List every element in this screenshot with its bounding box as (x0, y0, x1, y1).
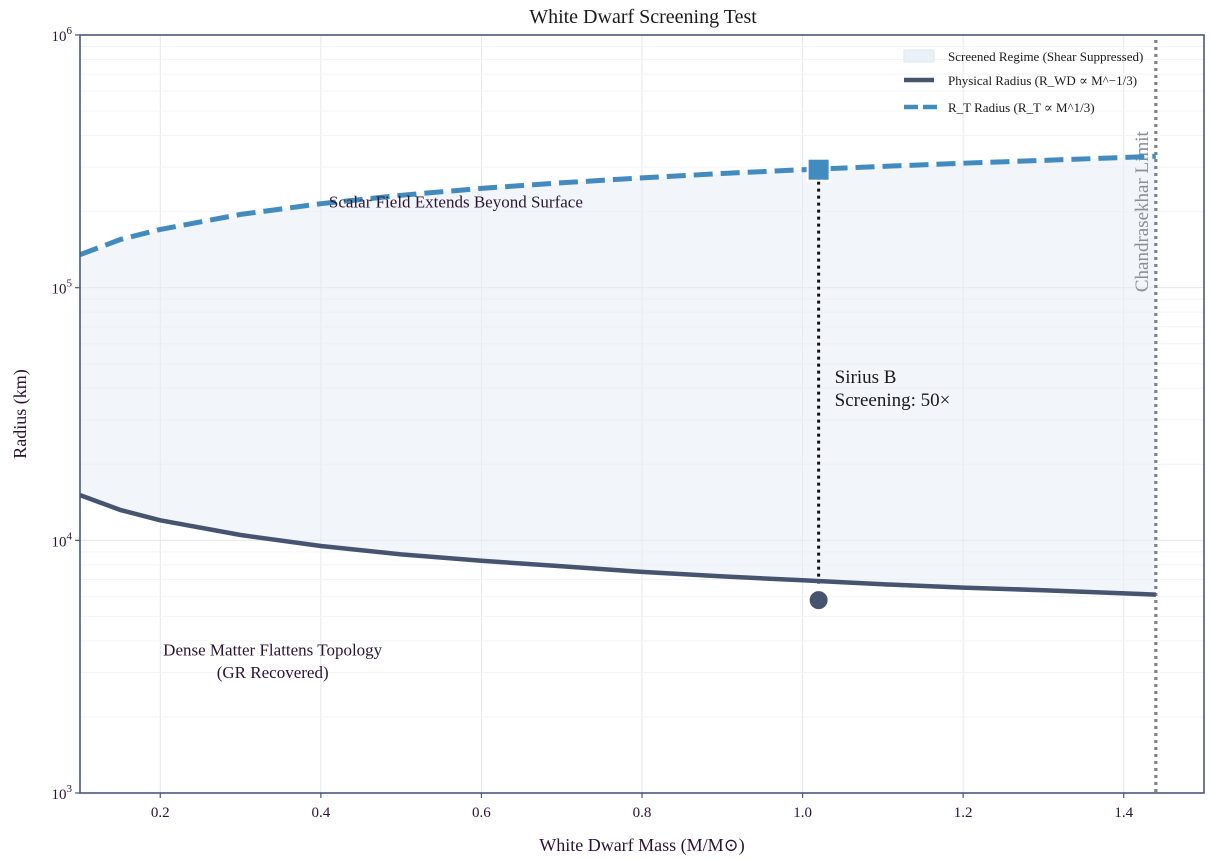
annotation-dense-matter: Dense Matter Flattens Topology (163, 641, 382, 660)
sirius-rt-marker (806, 157, 831, 182)
annotation-scalar-field: Scalar Field Extends Beyond Surface (329, 192, 583, 211)
x-tick-label: 0.6 (472, 805, 491, 821)
y-axis: 103 104 105 106 (52, 25, 80, 803)
y-tick-label: 103 (52, 783, 73, 803)
x-tick-label: 0.8 (633, 805, 652, 821)
y-tick-label: 105 (52, 278, 73, 298)
chart-title: White Dwarf Screening Test (529, 6, 757, 28)
chandrasekhar-limit-label: Chandrasekhar Limit (1132, 131, 1153, 293)
x-tick-label: 1.0 (793, 805, 812, 821)
x-tick-label: 1.4 (1114, 805, 1133, 821)
x-tick-label: 0.4 (311, 805, 330, 821)
plot-frame (79, 34, 1205, 794)
legend-label-physical: Physical Radius (R_WD ∝ M^−1/3) (948, 73, 1137, 88)
y-tick-label: 104 (52, 530, 73, 550)
annotation-sirius-screening: Screening: 50× (835, 390, 951, 411)
annotation-gr-recovered: (GR Recovered) (217, 663, 329, 682)
x-tick-label: 0.2 (151, 805, 170, 821)
x-axis-label: White Dwarf Mass (M/M⊙) (539, 835, 745, 856)
y-tick-label: 106 (52, 25, 73, 45)
x-axis: 0.2 0.4 0.6 0.8 1.0 1.2 1.4 (151, 793, 1134, 821)
annotation-sirius-name: Sirius B (835, 367, 897, 388)
sirius-physical-marker (807, 589, 830, 612)
legend-swatch-screened (903, 49, 935, 63)
legend: Screened Regime (Shear Suppressed) Physic… (903, 49, 1143, 115)
x-tick-label: 1.2 (954, 805, 973, 821)
screened-regime-fill (80, 156, 1156, 595)
series-rt-radius (79, 153, 1156, 258)
series-physical-radius (79, 492, 1156, 597)
legend-label-screened: Screened Regime (Shear Suppressed) (948, 49, 1143, 64)
legend-label-rt: R_T Radius (R_T ∝ M^1/3) (948, 100, 1095, 115)
y-axis-label: Radius (km) (10, 369, 31, 459)
